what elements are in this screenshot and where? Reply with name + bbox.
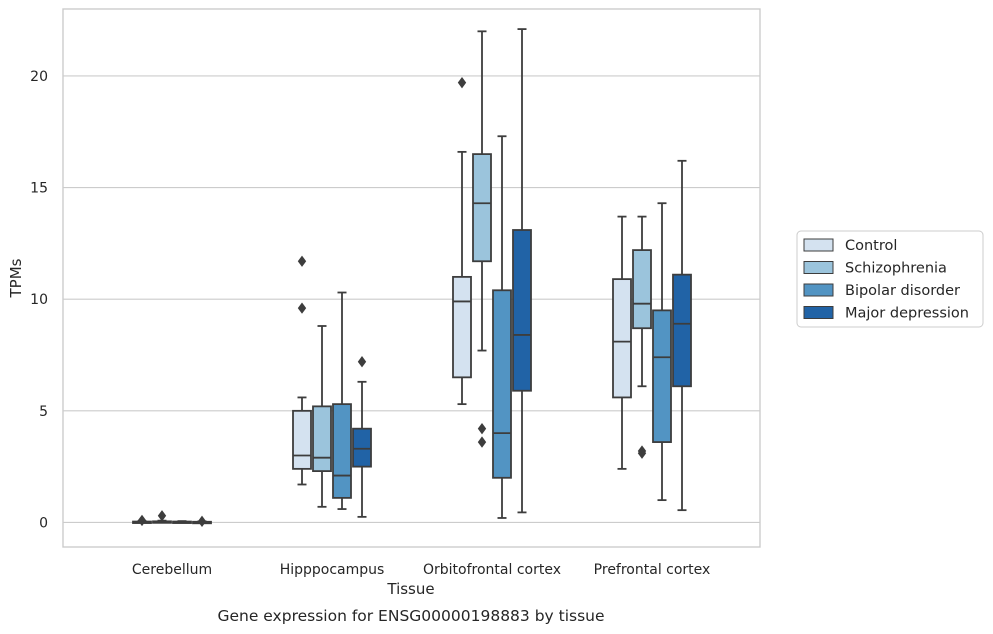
box	[192, 515, 212, 527]
legend-swatch	[803, 283, 834, 297]
outlier-point	[197, 515, 207, 527]
x-tick-label: Orbitofrontal cortex	[423, 562, 561, 578]
series-control	[132, 76, 632, 527]
box	[132, 514, 152, 527]
legend-label: Major depression	[845, 306, 969, 322]
outlier-point	[297, 255, 307, 267]
series-major-depression	[192, 28, 692, 527]
x-tick-label: Hipppocampus	[280, 562, 385, 578]
series-schizophrenia	[152, 30, 652, 524]
series-bipolar-disorder	[172, 135, 672, 524]
box-body	[652, 309, 672, 443]
box	[452, 76, 472, 406]
box-body	[492, 289, 512, 479]
box	[312, 325, 332, 508]
outlier-point	[137, 514, 147, 527]
y-tick-label: 5	[39, 404, 48, 420]
box	[632, 215, 652, 459]
legend: Control Schizophrenia Bipolar disorder Majo…	[796, 230, 984, 328]
box-body	[292, 409, 312, 470]
x-tick-label: Prefrontal cortex	[594, 562, 711, 578]
legend-label: Bipolar disorder	[845, 283, 960, 299]
y-axis-title: TPMs	[7, 258, 25, 298]
legend-label: Schizophrenia	[845, 261, 947, 277]
x-axis-title: Tissue	[386, 580, 434, 598]
legend-frame	[796, 230, 984, 328]
outlier-point	[297, 302, 307, 314]
outlier-point	[477, 436, 487, 448]
grid-lines	[63, 75, 760, 523]
box	[512, 28, 532, 514]
y-tick-label: 15	[30, 181, 48, 197]
outlier-point	[457, 76, 467, 89]
box-body	[332, 403, 352, 499]
box-body	[452, 275, 472, 379]
box-body	[512, 229, 532, 392]
box-body	[632, 249, 652, 330]
box-groups	[132, 28, 692, 527]
box	[472, 30, 492, 448]
box-body	[472, 153, 492, 263]
plot-area	[62, 8, 761, 548]
box	[672, 159, 692, 512]
legend-label: Control	[845, 238, 897, 254]
chart-caption: Gene expression for ENSG00000198883 by t…	[217, 607, 604, 625]
box	[172, 520, 192, 524]
y-tick-label: 0	[39, 515, 48, 531]
y-axis-ticks: 0 5 10 15 20	[30, 69, 48, 531]
box	[612, 215, 632, 470]
y-tick-label: 10	[30, 292, 48, 308]
outlier-point	[477, 423, 487, 435]
legend-swatch	[803, 306, 834, 319]
legend-swatch	[803, 261, 834, 274]
x-axis-ticks: Cerebellum Hipppocampus Orbitofrontal cort…	[132, 562, 710, 578]
box	[352, 356, 372, 518]
box	[332, 291, 352, 510]
box	[292, 255, 312, 486]
box-body	[612, 278, 632, 399]
y-tick-label: 20	[30, 69, 48, 85]
box-body	[672, 273, 692, 388]
outlier-point	[157, 510, 167, 522]
x-tick-label: Cerebellum	[132, 562, 212, 578]
box-body	[352, 427, 372, 468]
outlier-point	[357, 356, 367, 368]
box	[652, 202, 672, 502]
box	[492, 135, 512, 519]
outlier-point	[637, 447, 647, 459]
legend-swatch	[803, 238, 834, 252]
box-body	[312, 405, 332, 472]
box	[152, 510, 172, 524]
